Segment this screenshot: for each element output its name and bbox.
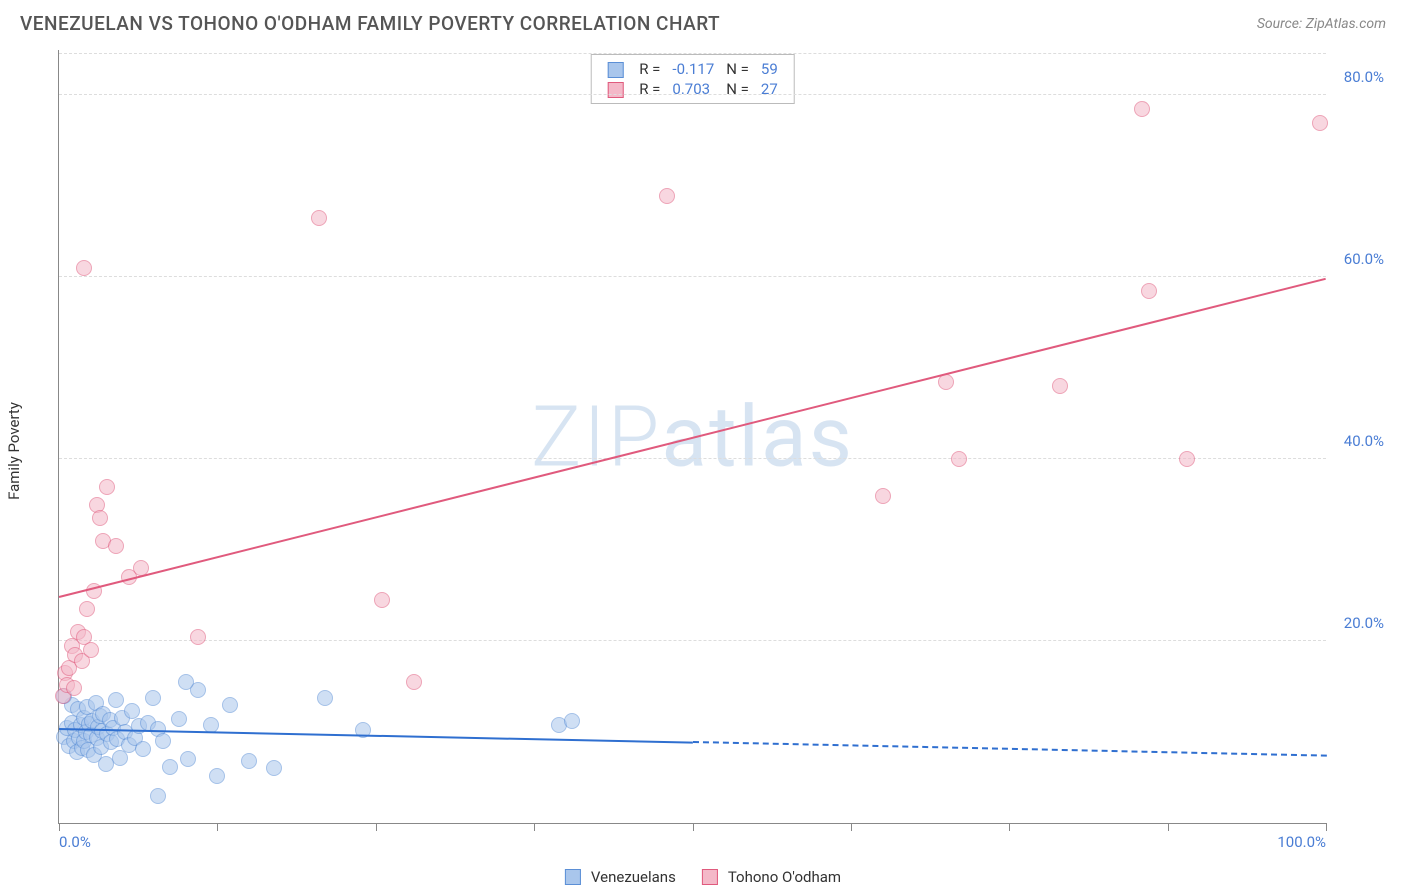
data-point xyxy=(241,753,257,769)
legend-swatch xyxy=(702,869,718,885)
legend-swatch xyxy=(565,869,581,885)
x-tick xyxy=(534,823,535,831)
x-tick xyxy=(59,823,60,831)
data-point xyxy=(1179,451,1195,467)
x-tick-label: 0.0% xyxy=(59,833,91,851)
data-point xyxy=(99,479,115,495)
legend-row: R =0.703N =27 xyxy=(601,79,784,99)
y-tick-label: 80.0% xyxy=(1344,68,1384,86)
x-tick xyxy=(1009,823,1010,831)
legend-r-value: 0.703 xyxy=(666,79,720,99)
data-point xyxy=(66,680,82,696)
x-tick-label: 100.0% xyxy=(1277,833,1326,851)
data-point xyxy=(406,674,422,690)
x-tick xyxy=(376,823,377,831)
chart-title: VENEZUELAN VS TOHONO O'ODHAM FAMILY POVE… xyxy=(20,12,720,35)
y-axis-label: Family Poverty xyxy=(5,402,23,500)
data-point xyxy=(311,210,327,226)
data-point xyxy=(150,788,166,804)
data-point xyxy=(180,751,196,767)
data-point xyxy=(108,692,124,708)
legend-n-value: 27 xyxy=(755,79,784,99)
legend-item: Venezuelans xyxy=(565,868,676,886)
y-tick-label: 40.0% xyxy=(1344,432,1384,450)
data-point xyxy=(178,674,194,690)
gridline xyxy=(59,276,1326,277)
legend-r-label: R = xyxy=(633,59,666,79)
data-point xyxy=(83,642,99,658)
legend-r-value: -0.117 xyxy=(666,59,720,79)
legend-r-label: R = xyxy=(633,79,666,99)
legend-label: Tohono O'odham xyxy=(728,868,841,886)
data-point xyxy=(171,711,187,727)
data-point xyxy=(79,601,95,617)
plot-area: ZIPatlas R =-0.117N =59R =0.703N =27 20.… xyxy=(58,50,1326,824)
gridline xyxy=(59,53,1326,54)
legend-n-value: 59 xyxy=(755,59,784,79)
data-point xyxy=(92,510,108,526)
data-point xyxy=(317,690,333,706)
legend-row: R =-0.117N =59 xyxy=(601,59,784,79)
data-point xyxy=(374,592,390,608)
trend-line xyxy=(692,741,1326,757)
data-point xyxy=(1312,115,1328,131)
gridline xyxy=(59,94,1326,95)
gridline xyxy=(59,640,1326,641)
data-point xyxy=(951,451,967,467)
data-point xyxy=(875,488,891,504)
source-name: ZipAtlas.com xyxy=(1306,16,1386,32)
data-point xyxy=(162,759,178,775)
legend-n-label: N = xyxy=(720,79,755,99)
legend-swatch xyxy=(607,82,623,98)
data-point xyxy=(135,741,151,757)
data-point xyxy=(564,713,580,729)
x-tick xyxy=(693,823,694,831)
y-tick-label: 20.0% xyxy=(1344,614,1384,632)
x-tick xyxy=(851,823,852,831)
data-point xyxy=(222,697,238,713)
data-point xyxy=(1052,378,1068,394)
legend-swatch xyxy=(607,62,623,78)
chart-container: Family Poverty ZIPatlas R =-0.117N =59R … xyxy=(20,50,1386,852)
legend-label: Venezuelans xyxy=(591,868,676,886)
legend-n-label: N = xyxy=(720,59,755,79)
data-point xyxy=(659,188,675,204)
x-tick xyxy=(1168,823,1169,831)
source-attribution: Source: ZipAtlas.com xyxy=(1257,16,1386,32)
x-tick xyxy=(1326,823,1327,831)
x-tick xyxy=(217,823,218,831)
gridline xyxy=(59,458,1326,459)
data-point xyxy=(209,768,225,784)
data-point xyxy=(76,260,92,276)
data-point xyxy=(190,629,206,645)
y-tick-label: 60.0% xyxy=(1344,250,1384,268)
stats-legend: R =-0.117N =59R =0.703N =27 xyxy=(590,54,795,104)
data-point xyxy=(155,733,171,749)
source-prefix: Source: xyxy=(1257,16,1306,32)
data-point xyxy=(145,690,161,706)
data-point xyxy=(1141,283,1157,299)
legend-item: Tohono O'odham xyxy=(702,868,841,886)
trend-line xyxy=(59,277,1326,597)
data-point xyxy=(1134,101,1150,117)
series-legend: Venezuelans Tohono O'odham xyxy=(565,868,841,886)
data-point xyxy=(266,760,282,776)
data-point xyxy=(108,538,124,554)
